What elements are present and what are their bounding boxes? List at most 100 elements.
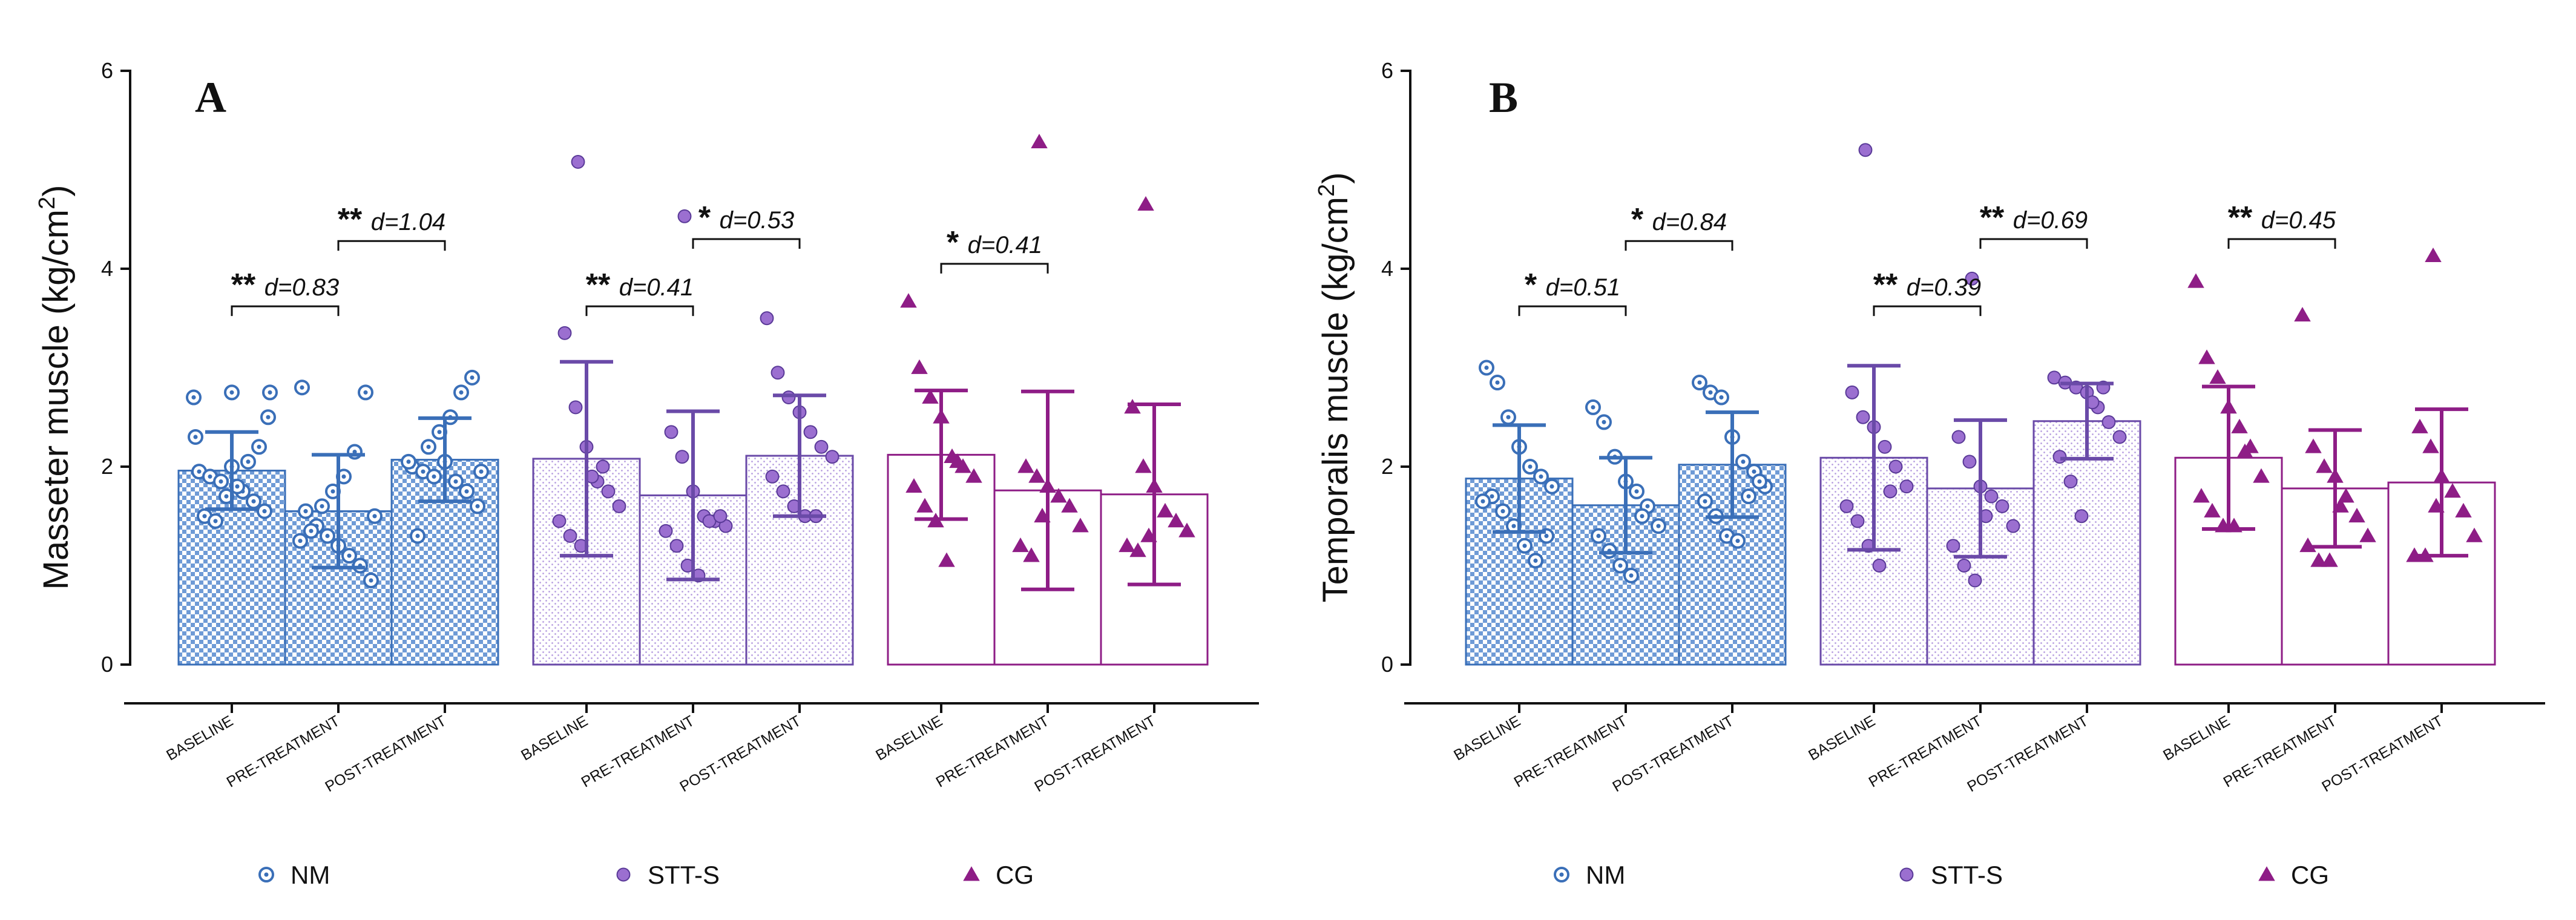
y-tick-label: 0 xyxy=(101,652,113,677)
significance-label: * d=0.41 xyxy=(947,225,1042,260)
circle-dot-icon xyxy=(258,867,274,882)
significance-brackets: * d=0.51 * d=0.84 ** d=0.39 ** d=0.69 ** d=0… xyxy=(1518,200,2336,317)
data-point xyxy=(1612,557,1628,574)
error-bar xyxy=(2415,407,2468,558)
data-point xyxy=(1741,488,1756,505)
significance-bracket: * d=0.84 xyxy=(1625,202,1733,251)
data-point xyxy=(1888,459,1903,474)
panel-letter: B xyxy=(1489,73,1518,122)
data-point xyxy=(2052,450,2067,464)
data-point xyxy=(2348,508,2365,523)
significance-bracket: ** d=0.83 xyxy=(231,268,340,317)
data-point xyxy=(1962,455,1977,469)
significance-label: * d=0.84 xyxy=(1631,202,1727,237)
legend-label: CG xyxy=(2291,861,2329,889)
legend: NM STT-S CG xyxy=(258,861,1034,889)
data-point xyxy=(298,503,314,519)
data-point xyxy=(2425,247,2442,263)
significance-brackets: ** d=0.83 ** d=1.04 ** d=0.41* d=0.53 * d=0… xyxy=(231,200,1049,317)
data-point xyxy=(1528,553,1543,569)
data-point xyxy=(1061,498,1078,513)
data-point xyxy=(1878,439,1892,454)
data-point xyxy=(1585,399,1601,415)
y-axis-label: Temporalis muscle (kg/cm2) xyxy=(1314,172,1355,603)
legend-label: STT-S xyxy=(648,861,720,889)
y-tick-label: 2 xyxy=(1381,454,1393,479)
data-point xyxy=(367,508,383,524)
data-point xyxy=(949,453,966,468)
data-point xyxy=(1965,271,1979,286)
data-point xyxy=(1634,508,1650,524)
y-axis-label: Masseter muscle (kg/cm2) xyxy=(34,185,76,590)
data-point xyxy=(2422,438,2439,453)
significance-bracket: ** d=0.39 xyxy=(1873,268,1982,317)
data-point xyxy=(1072,518,1089,533)
x-tick-label: BASELINE xyxy=(2160,712,2233,764)
error-bar xyxy=(2202,384,2255,531)
x-tick-label: BASELINE xyxy=(518,712,591,764)
data-point xyxy=(1735,453,1751,470)
significance-bracket: * d=0.41 xyxy=(940,225,1049,274)
data-point xyxy=(453,384,469,401)
data-point xyxy=(2063,475,2078,488)
legend-item: STT-S xyxy=(1899,861,2003,889)
data-point xyxy=(1500,409,1516,426)
data-point xyxy=(1602,542,1617,559)
data-point xyxy=(213,473,229,490)
significance-bracket: ** d=1.04 xyxy=(337,202,446,251)
data-point xyxy=(1984,489,1999,504)
data-point xyxy=(2294,307,2311,322)
data-point xyxy=(770,366,785,380)
y-tick-label: 6 xyxy=(1381,58,1393,83)
data-point xyxy=(1479,360,1494,376)
x-tick-label: BASELINE xyxy=(1451,712,1523,764)
bracket-line xyxy=(1979,238,2088,249)
data-point xyxy=(1533,468,1549,485)
data-point xyxy=(352,557,368,574)
data-point xyxy=(358,384,373,401)
filled-circle-icon xyxy=(1899,867,1914,882)
error-bar xyxy=(915,389,968,521)
data-point xyxy=(2074,509,2089,524)
error-bar xyxy=(1599,456,1652,555)
legend-item: NM xyxy=(258,861,330,889)
data-point xyxy=(1899,479,1914,494)
data-point xyxy=(2305,438,2322,453)
y-tick-label: 6 xyxy=(101,58,113,83)
data-point xyxy=(1129,542,1146,557)
data-point xyxy=(664,425,678,439)
data-point xyxy=(1730,533,1746,549)
data-point xyxy=(292,533,308,549)
data-point xyxy=(1697,493,1713,510)
bracket-line xyxy=(1625,240,1733,251)
panel-b: B Temporalis muscle (kg/cm2) 0 2 4 6 BASELI… xyxy=(1314,58,2545,889)
data-point xyxy=(557,326,572,340)
y-tick-label: 4 xyxy=(101,256,113,281)
data-point xyxy=(1629,483,1644,499)
data-point xyxy=(1957,559,1971,573)
data-point xyxy=(2231,418,2248,433)
data-point xyxy=(188,429,203,445)
data-point xyxy=(552,514,567,528)
data-point xyxy=(1946,539,1960,553)
data-point xyxy=(596,459,610,474)
data-point xyxy=(677,209,692,223)
data-point xyxy=(1883,484,1898,499)
panel-letter: A xyxy=(195,73,226,122)
filled-circle-icon xyxy=(616,867,631,882)
data-point xyxy=(470,498,485,514)
data-point xyxy=(2411,418,2428,433)
data-point xyxy=(1522,459,1538,475)
error-bar xyxy=(1706,410,1759,519)
data-point xyxy=(208,513,223,529)
data-point xyxy=(1017,458,1034,473)
data-point xyxy=(303,523,319,539)
data-point xyxy=(659,524,673,538)
error-bar xyxy=(2060,381,2114,461)
significance-bracket: ** d=0.69 xyxy=(1979,200,2088,249)
legend-item: STT-S xyxy=(616,861,720,889)
data-point xyxy=(1157,502,1174,518)
error-bar xyxy=(312,453,365,570)
